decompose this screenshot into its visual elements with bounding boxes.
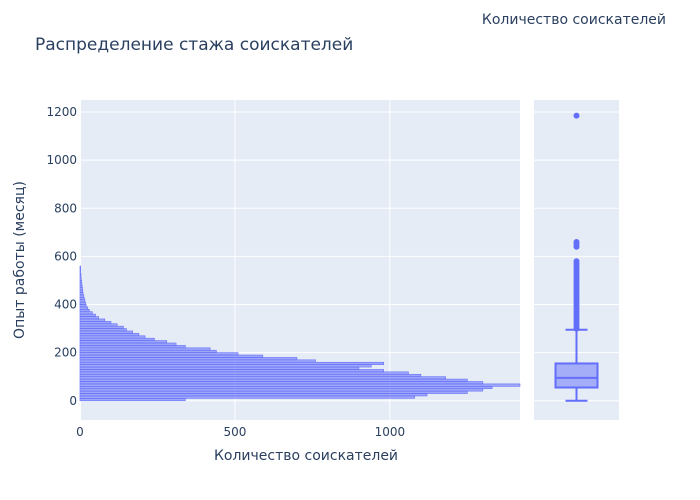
histogram-bar[interactable] [79,306,89,310]
histogram-bar[interactable] [79,373,422,377]
box-iqr[interactable] [554,362,599,389]
y-tick-label: 200 [54,346,77,360]
y-tick-label: 400 [54,298,77,312]
x-tick-label: 1000 [375,425,406,439]
histogram-bar[interactable] [79,364,372,368]
histogram-bar[interactable] [79,289,84,293]
histogram-bar[interactable] [79,296,85,300]
histogram-bar[interactable] [79,383,521,387]
histogram-bar[interactable] [79,309,90,313]
histogram-bar[interactable] [79,311,93,315]
histogram-bar[interactable] [79,282,83,286]
histogram-bar[interactable] [79,352,239,356]
histogram-bar[interactable] [79,359,316,363]
histogram-bar[interactable] [79,357,298,361]
x-axis-ticks: 0 500 1000 [76,425,405,439]
histogram-bar[interactable] [79,318,106,322]
box-outlier-point[interactable] [573,112,580,119]
histogram-bar[interactable] [79,390,468,394]
box-outlier-point[interactable] [573,258,580,265]
histogram-bar[interactable] [79,323,118,327]
histogram-bars[interactable] [79,265,521,402]
histogram-bar[interactable] [79,345,186,349]
histogram-bar[interactable] [79,294,85,298]
histogram-bar[interactable] [79,369,384,373]
histogram-bar[interactable] [79,378,468,382]
histogram-bar[interactable] [79,275,82,279]
histogram-bar[interactable] [79,393,428,397]
histogram-bar[interactable] [79,301,86,305]
y-tick-label: 600 [54,249,77,263]
histogram-bar[interactable] [79,313,96,317]
y-axis-ticks: 0 200 400 600 800 1000 1200 [46,105,77,408]
histogram-bar[interactable] [79,335,146,339]
histogram-bar[interactable] [79,366,360,370]
y-tick-label: 0 [69,394,77,408]
x-tick-label: 500 [223,425,246,439]
histogram-bar[interactable] [79,381,484,385]
histogram-bar[interactable] [79,398,186,402]
histogram-bar[interactable] [79,395,415,399]
histogram-bar[interactable] [79,333,140,337]
histogram-bar[interactable] [79,272,82,276]
histogram-bar[interactable] [79,361,384,365]
chart-title: Распределение стажа соискателей [35,35,353,55]
histogram-bar[interactable] [79,347,211,351]
y-tick-label: 1000 [46,153,77,167]
y-tick-label: 800 [54,201,77,215]
histogram-bar[interactable] [79,299,86,303]
histogram-bar[interactable] [79,371,409,375]
x-axis-title: Количество соискателей [214,448,398,464]
histogram-bar[interactable] [79,292,84,296]
x-tick-label: 0 [76,425,84,439]
histogram-bar[interactable] [79,388,484,392]
histogram-bar[interactable] [79,316,99,320]
histogram-bar[interactable] [79,328,127,332]
histogram-bar[interactable] [79,337,155,341]
y-tick-label: 1200 [46,105,77,119]
histogram-bar[interactable] [79,325,124,329]
histogram-bar[interactable] [79,340,168,344]
histogram-bar[interactable] [79,386,493,390]
histogram-bar[interactable] [79,287,83,291]
histogram-bar[interactable] [79,321,112,325]
histogram-bar[interactable] [79,270,81,274]
histogram-bar[interactable] [79,376,446,380]
boxplot[interactable] [554,112,599,402]
histogram-bar[interactable] [79,265,81,269]
histogram-bar[interactable] [79,349,217,353]
y-axis-title: Опыт работы (месяц) [12,181,28,339]
histogram-bar[interactable] [79,277,82,281]
histogram-bar[interactable] [79,330,133,334]
legend-title: Количество соискателей [482,12,666,28]
histogram-bar[interactable] [79,304,87,308]
histogram-bar[interactable] [79,342,177,346]
histogram-bar[interactable] [79,268,81,272]
histogram-bar[interactable] [79,284,83,288]
box-outlier-point[interactable] [573,238,580,245]
histogram-bar[interactable] [79,354,264,358]
histogram-bar[interactable] [79,280,82,284]
